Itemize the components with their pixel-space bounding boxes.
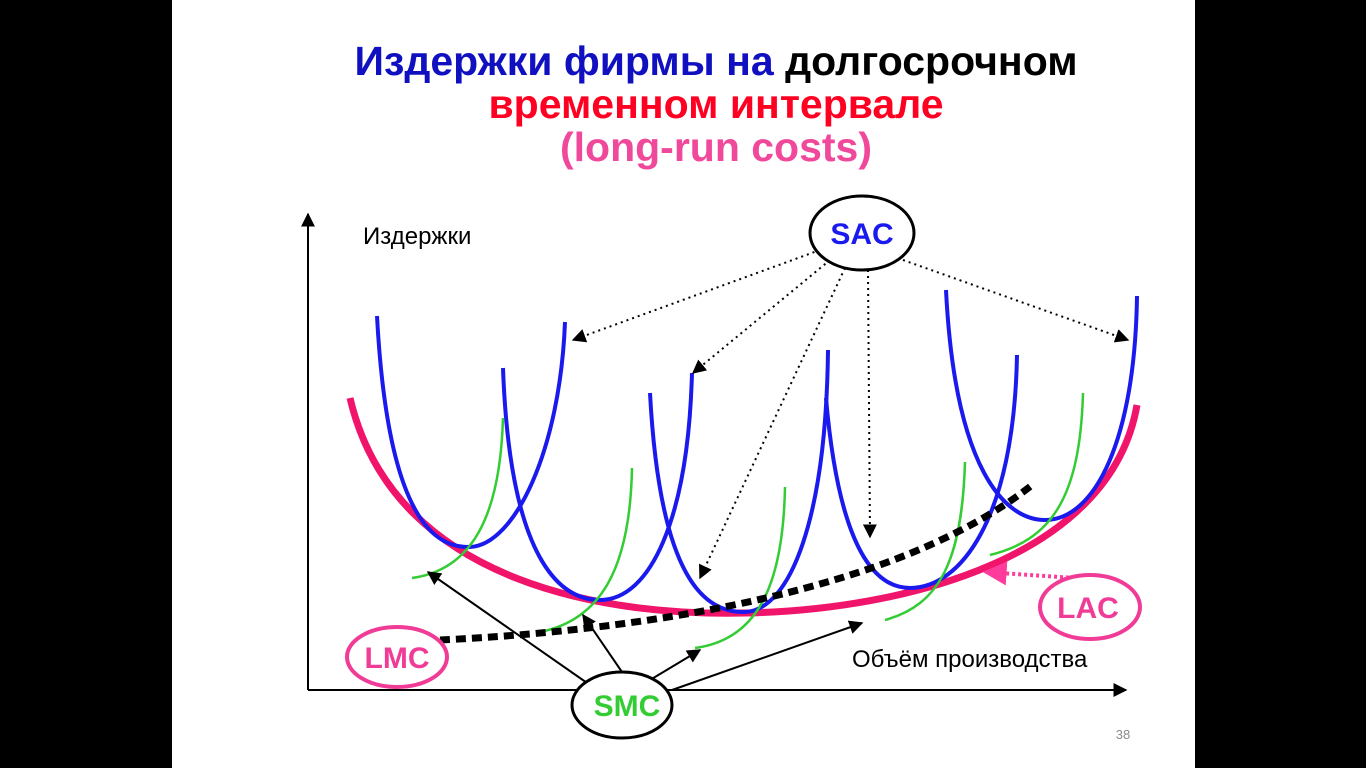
title-line2: временном интервале — [488, 81, 943, 127]
smc-arrows — [426, 571, 864, 691]
lmc-label: LMC — [365, 642, 430, 675]
arrow — [902, 259, 1130, 343]
smc-curve — [884, 461, 967, 622]
sac-curve — [648, 349, 830, 615]
arrow — [426, 571, 591, 686]
smc-curve — [539, 467, 634, 634]
lac-ellipse — [1038, 573, 1142, 641]
sac-curve — [944, 289, 1139, 523]
title-part-blue: Издержки фирмы на — [354, 38, 774, 84]
slide-background — [172, 0, 1195, 768]
smc-curve — [694, 486, 787, 650]
lmc-curve — [439, 482, 1035, 644]
arrow — [582, 613, 623, 673]
lac-label: LAC — [1057, 592, 1119, 625]
sac-curve — [501, 367, 694, 603]
smc-ellipse — [570, 670, 674, 740]
sac-curve — [824, 354, 1019, 591]
y-axis-label: Издержки — [363, 223, 471, 250]
sac-label: SAC — [830, 218, 893, 251]
arrow — [649, 649, 702, 681]
smc-curve — [989, 392, 1085, 557]
sac-arrows — [571, 249, 1130, 580]
smc-label: SMC — [594, 690, 661, 723]
arrow — [571, 249, 821, 343]
arrow — [862, 269, 877, 539]
page-number: 38 — [1116, 727, 1130, 742]
lmc-ellipse — [345, 625, 449, 689]
title-line3: (long-run costs) — [560, 124, 872, 170]
title-line1: Издержки фирмы на долгосрочном — [354, 38, 1077, 84]
arrow — [671, 620, 864, 691]
sac-ellipse — [808, 194, 916, 272]
title-part-black: долгосрочном — [785, 38, 1077, 84]
x-axis-label: Объём производства — [852, 646, 1088, 673]
